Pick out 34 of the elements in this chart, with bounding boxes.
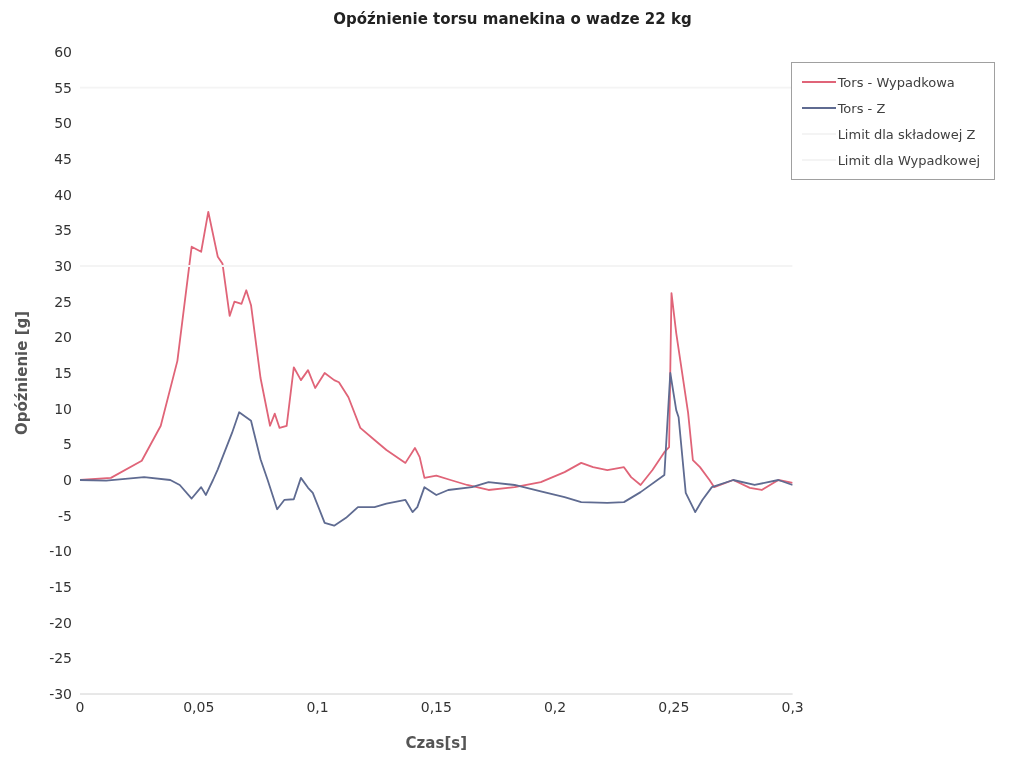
y-tick-label: 40 — [54, 186, 72, 203]
y-tick-label: 0 — [63, 471, 72, 488]
y-tick-label: -20 — [49, 614, 72, 631]
y-tick-label: 5 — [63, 436, 72, 453]
x-axis-title: Czas[s] — [405, 734, 468, 752]
x-tick-label: 0,05 — [183, 698, 215, 715]
y-tick-label: -25 — [49, 650, 72, 667]
x-tick-label: 0,3 — [781, 698, 804, 715]
y-tick-label: 35 — [54, 222, 72, 239]
x-tick-label: 0,15 — [420, 698, 452, 715]
y-tick-label: 45 — [54, 150, 72, 167]
x-tick-label: 0,2 — [543, 698, 567, 715]
y-tick-label: 20 — [54, 329, 72, 346]
y-tick-label: 30 — [54, 257, 72, 274]
y-tick-label: 25 — [54, 293, 72, 310]
y-tick-label: -5 — [58, 507, 72, 524]
y-tick-label: 15 — [54, 364, 72, 381]
legend-label: Tors - Z — [837, 100, 886, 116]
x-tick-label: 0 — [75, 698, 85, 715]
line-series — [80, 372, 793, 527]
legend-label: Tors - Wypadkowa — [837, 74, 955, 90]
x-tick-label: 0,1 — [306, 698, 329, 715]
y-tick-label: -15 — [49, 578, 72, 595]
chart-title: Opóźnienie torsu manekina o wadze 22 kg — [332, 10, 693, 28]
y-tick-label: 10 — [54, 400, 72, 417]
legend-label: Limit dla składowej Z — [837, 126, 976, 142]
y-axis-title: Opóźnienie [g] — [13, 310, 32, 436]
y-tick-label: -30 — [49, 685, 72, 702]
y-tick-label: 60 — [54, 43, 72, 60]
y-tick-label: 50 — [54, 115, 72, 132]
legend-label: Limit dla Wypadkowej — [837, 152, 980, 168]
y-tick-label: 55 — [54, 79, 72, 96]
x-tick-label: 0,25 — [658, 698, 690, 715]
y-tick-label: -10 — [49, 543, 72, 560]
